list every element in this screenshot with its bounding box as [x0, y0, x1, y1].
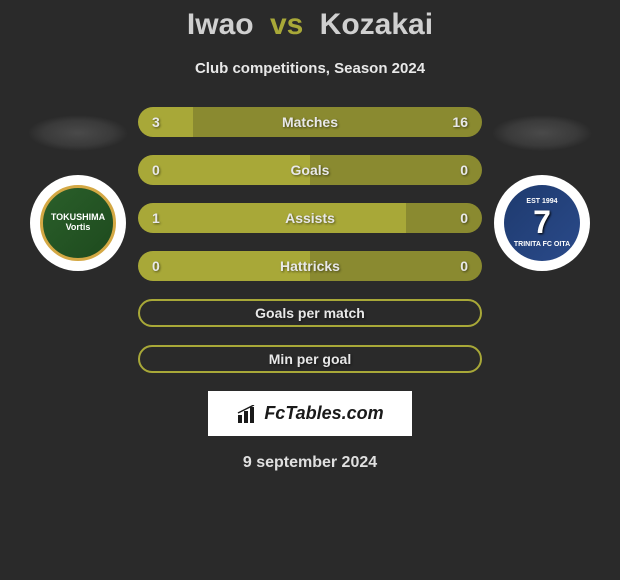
- date-text: 9 september 2024: [243, 454, 377, 472]
- stat-row-hattricks: 0 0 Hattricks: [138, 251, 482, 281]
- comparison-title: Iwao vs Kozakai: [187, 8, 433, 42]
- player1-column: TOKUSHIMA Vortis: [18, 107, 138, 271]
- stat-row-min-per-goal: Min per goal: [138, 345, 482, 373]
- stat-row-assists: 1 0 Assists: [138, 203, 482, 233]
- stat-row-goals-per-match: Goals per match: [138, 299, 482, 327]
- stat-val-right: 16: [452, 114, 468, 130]
- stats-bars: 3 16 Matches 0 0 Goals 1 0 Assists 0 0 Hattricks Goa…: [138, 107, 482, 373]
- stat-label: Min per goal: [269, 351, 351, 367]
- player1-club-name: TOKUSHIMA Vortis: [40, 185, 116, 261]
- chart-icon: [236, 405, 260, 423]
- stat-row-goals: 0 0 Goals: [138, 155, 482, 185]
- vs-text: vs: [270, 8, 303, 41]
- player1-avatar-placeholder: [28, 115, 128, 151]
- player2-name: Kozakai: [320, 8, 433, 41]
- stat-val-left: 0: [152, 162, 160, 178]
- player2-club-number: 7: [533, 205, 551, 240]
- watermark-text: FcTables.com: [264, 403, 383, 424]
- stat-label: Hattricks: [280, 258, 340, 274]
- stat-val-right: 0: [460, 258, 468, 274]
- stat-label: Goals per match: [255, 305, 365, 321]
- stat-val-left: 3: [152, 114, 160, 130]
- player2-club-name: TRINITA FC OITA: [514, 241, 570, 249]
- watermark: FcTables.com: [208, 391, 411, 436]
- stat-label: Assists: [285, 210, 335, 226]
- player2-column: EST 1994 7 TRINITA FC OITA: [482, 107, 602, 271]
- stat-label: Matches: [282, 114, 338, 130]
- player2-club-badge: EST 1994 7 TRINITA FC OITA: [494, 175, 590, 271]
- player1-club-badge: TOKUSHIMA Vortis: [30, 175, 126, 271]
- subtitle: Club competitions, Season 2024: [195, 60, 425, 77]
- stat-row-matches: 3 16 Matches: [138, 107, 482, 137]
- stat-val-right: 0: [460, 162, 468, 178]
- player2-avatar-placeholder: [492, 115, 592, 151]
- player2-club-inner: EST 1994 7 TRINITA FC OITA: [504, 185, 580, 261]
- stat-val-right: 0: [460, 210, 468, 226]
- comparison-container: Iwao vs Kozakai Club competitions, Seaso…: [0, 0, 620, 580]
- main-row: TOKUSHIMA Vortis 3 16 Matches 0 0 Goals 1 0 Assi…: [0, 107, 620, 373]
- stat-label: Goals: [291, 162, 330, 178]
- player1-name: Iwao: [187, 8, 254, 41]
- stat-val-left: 0: [152, 258, 160, 274]
- stat-val-left: 1: [152, 210, 160, 226]
